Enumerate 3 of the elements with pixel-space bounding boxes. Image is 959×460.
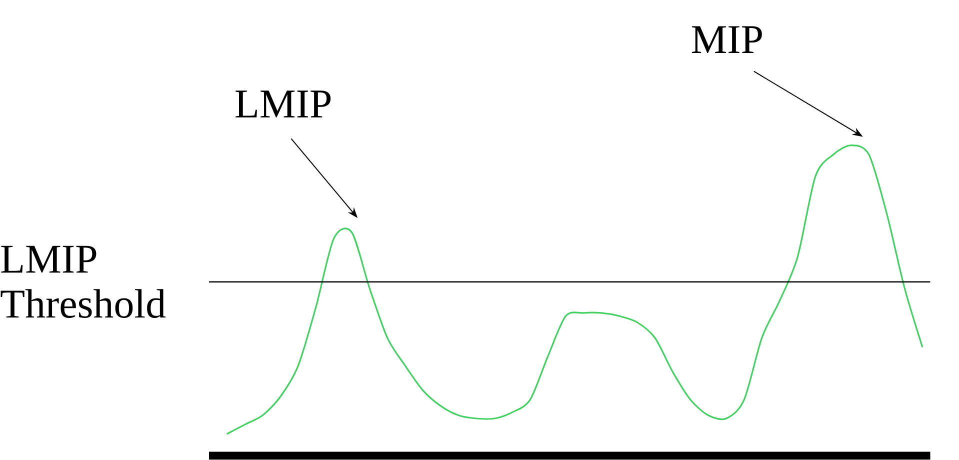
text: MIP xyxy=(692,26,762,54)
ref-line-label: LMIP Threshold xyxy=(0,246,166,318)
text: LMIP xyxy=(236,90,331,118)
